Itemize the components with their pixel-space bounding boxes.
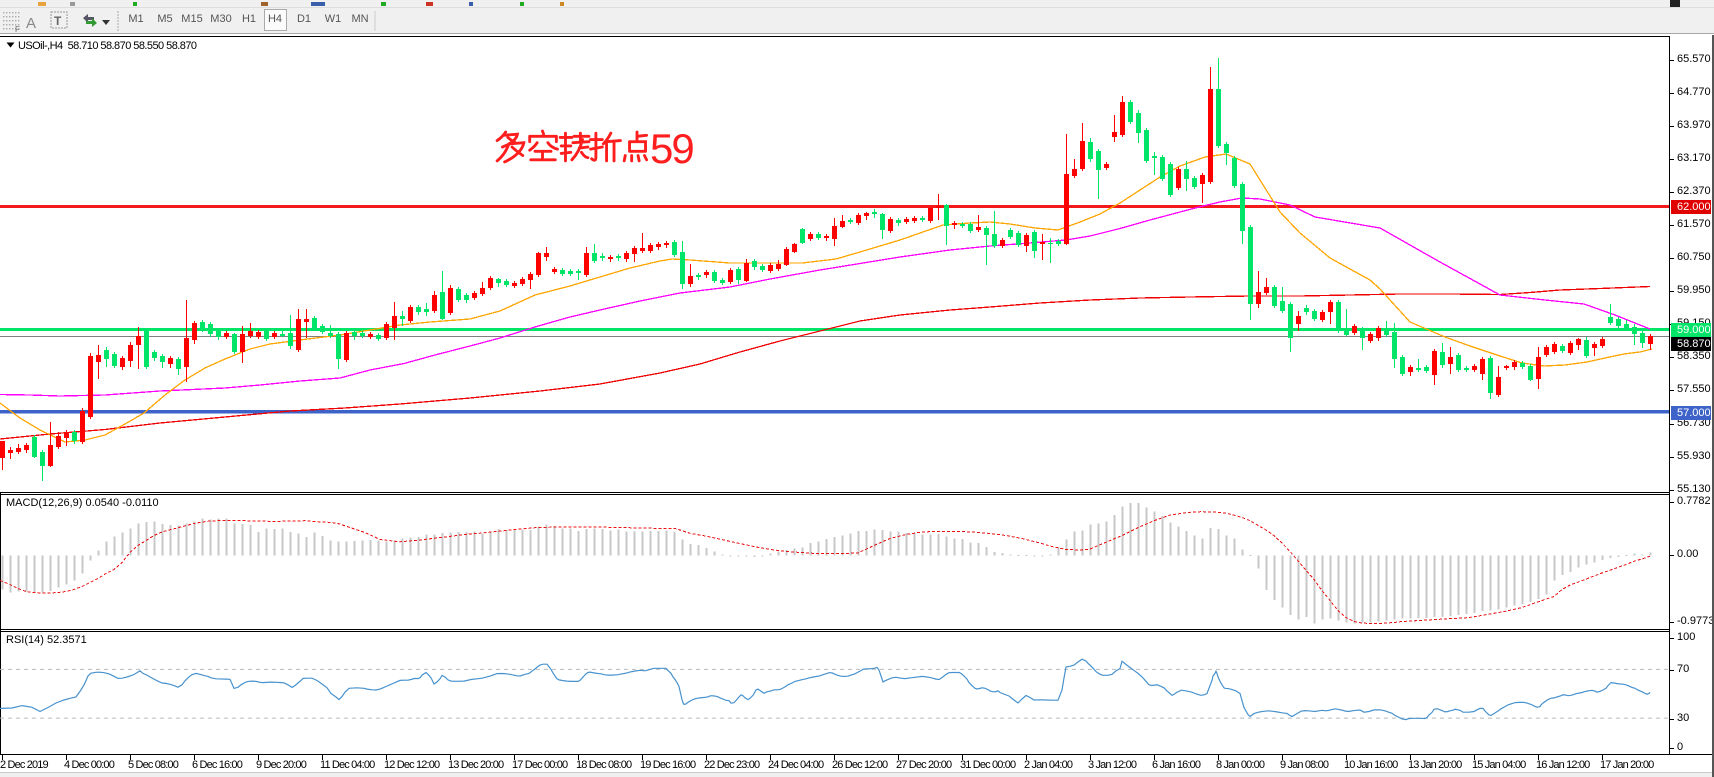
svg-text:T: T [54,14,62,28]
svg-text:F: F [15,25,20,34]
svg-text:A: A [26,15,36,32]
svg-text:59: 59 [650,125,693,172]
